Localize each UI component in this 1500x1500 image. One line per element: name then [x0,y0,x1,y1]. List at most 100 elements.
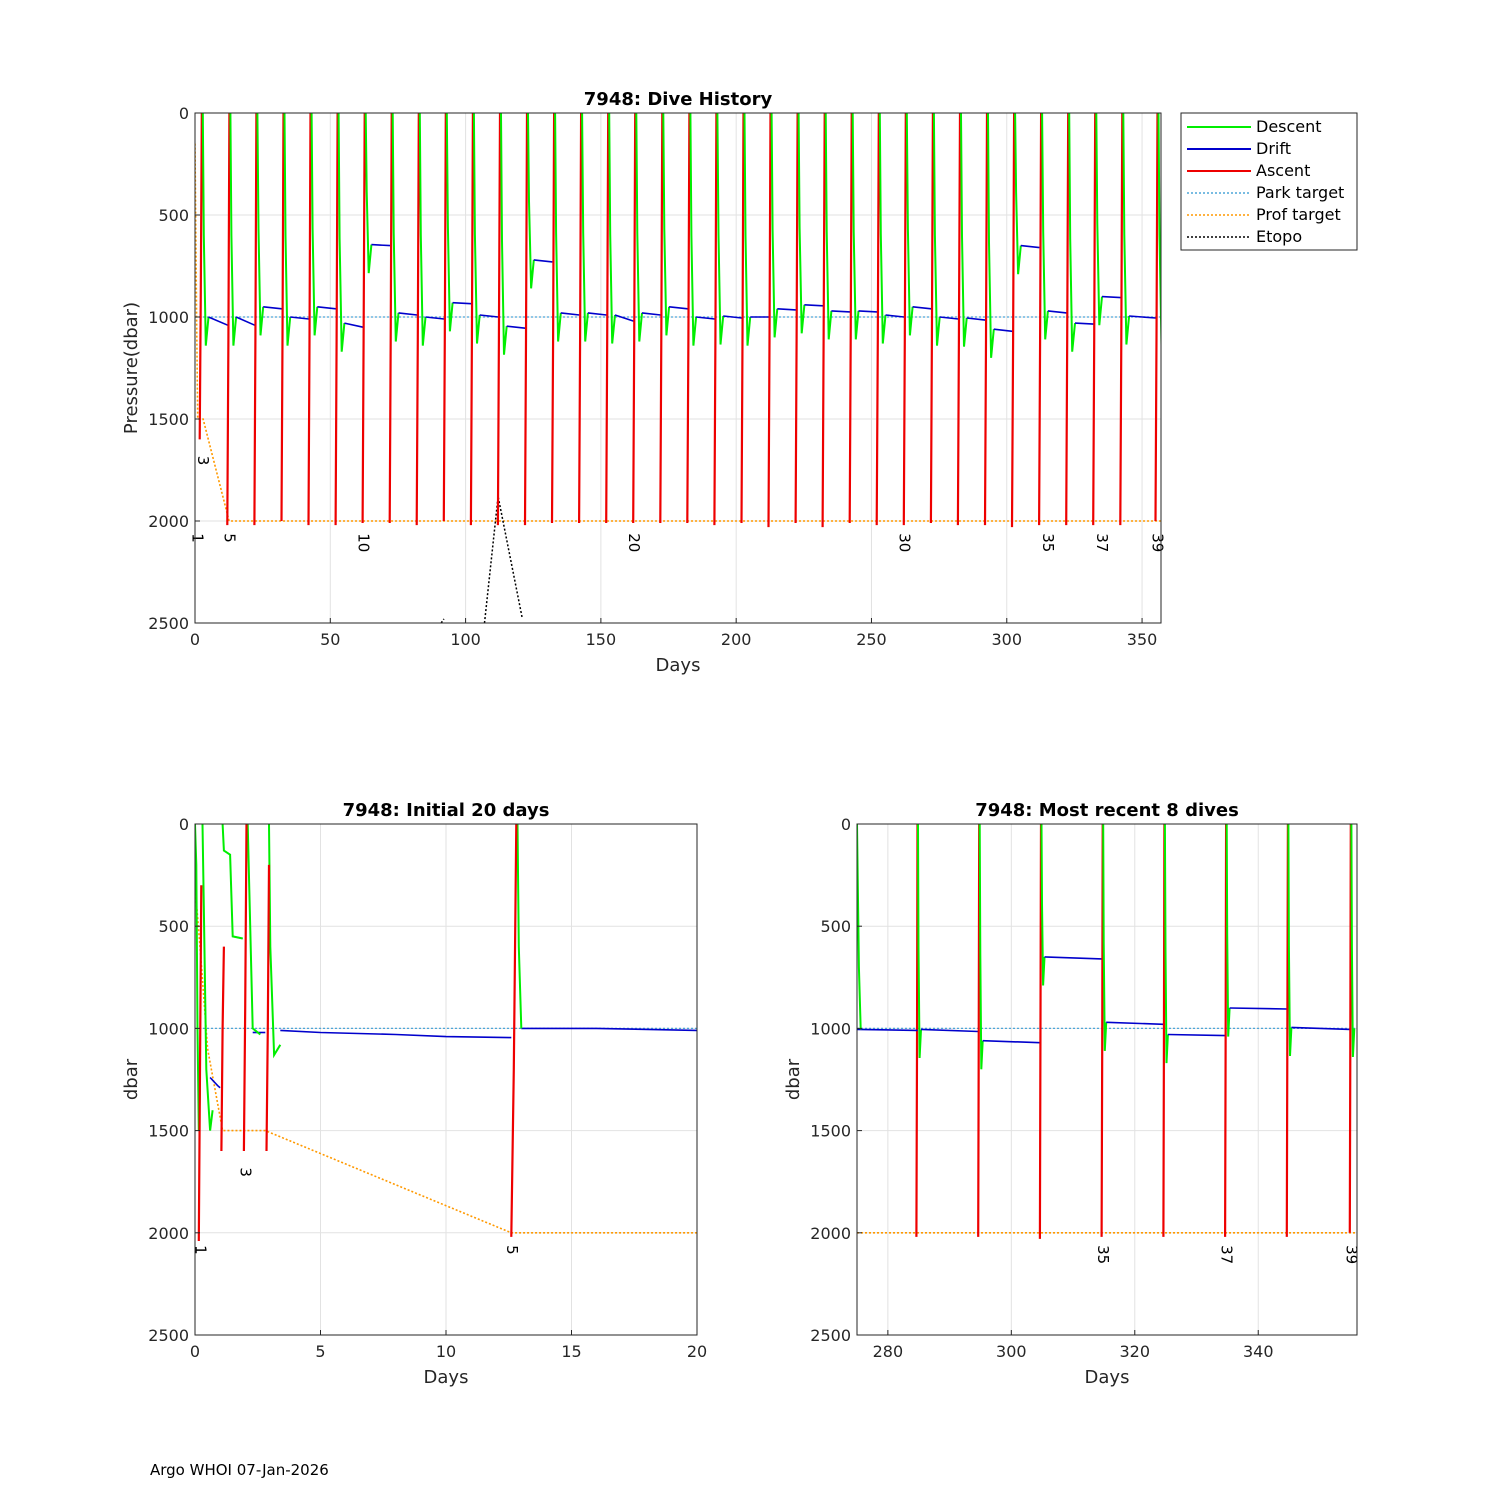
drift-segment [452,301,472,305]
x-axis-label: Days [424,1367,469,1388]
ascent-segment [1038,823,1043,1239]
ascent-segment [253,112,258,526]
y-tick-label: 2500 [148,614,189,633]
dive-history-chart: 135 10 20 30 35 37 390 50 100 150 200 250 300 3500500… [121,89,1166,676]
ascent-segment [197,885,203,1242]
descent-segment [978,823,984,1070]
drift-segment [1020,244,1040,249]
drift-segment [1291,1026,1351,1031]
descent-segment [472,112,481,344]
y-tick-label: 1000 [810,1019,851,1038]
descent-segment [1350,823,1356,1058]
legend-park-target-label: Park target [1256,183,1344,202]
descent-segment [500,112,508,355]
drift-segment [235,316,256,326]
descent-segment [1014,112,1022,275]
cycle-label: 37 [1093,533,1111,552]
ascent-segment [280,112,285,522]
descent-segment [283,112,292,346]
cycle-label: 3 [194,456,212,466]
cycle-label: 35 [1094,1245,1112,1264]
descent-segment [256,112,265,336]
plot-area [195,113,1161,623]
descent-segment [1095,112,1103,326]
drift-segment [723,315,742,319]
ascent-segment [1223,823,1228,1237]
x-tick-label: 5 [315,1342,325,1361]
y-tick-label: 1000 [148,1019,189,1038]
descent-segment [1287,823,1293,1057]
descent-segment [1225,823,1231,1037]
drift-segment [1106,1021,1164,1026]
ascent-segment [496,112,502,526]
x-tick-label: 150 [586,630,617,649]
legend: Descent Drift Ascent Park target Prof target… [1180,112,1358,251]
axes-box [856,823,1358,1336]
ascent-segment [510,823,518,1237]
x-tick-label: 15 [561,1342,581,1361]
drift-segment [858,310,878,313]
ascent-segment [1037,112,1043,526]
ascent-segment [242,823,248,1152]
x-tick-label: 0 [190,1342,200,1361]
ascent-segment [977,823,981,1237]
drift-segment [939,316,959,320]
drift-segment [209,1076,221,1089]
plot-area [857,824,1357,1335]
legend-box [1180,112,1358,251]
x-axis-label: Days [1085,1367,1130,1388]
cycle-label: 5 [503,1245,521,1255]
drift-segment [1101,295,1121,299]
cycle-label: 3 [237,1167,255,1177]
recent-8-dives-chart: 35 37 39 280 300 320 340 0 500 1000 1500 2000 2500 79… [783,800,1360,1388]
drift-segment [993,328,1013,333]
drift-segment [521,1027,697,1032]
drift-segment [533,259,553,263]
ascent-segment [307,112,312,526]
ascent-segment [767,112,772,528]
y-tick-label: 2500 [810,1326,851,1345]
y-tick-label: 500 [158,206,189,225]
ascent-segment [577,112,583,524]
drift-segment [777,308,796,311]
drift-segment [506,325,526,329]
chart-title: 7948: Most recent 8 dives [975,800,1239,821]
descent-segment [878,112,887,344]
drift-segment [857,1028,918,1032]
descent-segment [1163,823,1169,1064]
descent-segment [229,112,238,346]
descent-segment [917,823,922,1059]
descent-segment [743,112,752,346]
ascent-segment [523,112,529,526]
y-axis-label: dbar [783,1058,804,1100]
cycle-label: 10 [354,533,372,552]
drift-segment [290,316,309,320]
descent-segment [445,112,454,332]
ascent-segment [605,112,610,524]
descent-segment [770,112,779,338]
drift-segment [560,312,580,316]
drift-segment [885,314,905,318]
x-tick-label: 250 [856,630,887,649]
prof-target-line [195,143,1161,522]
ascent-segment [442,112,447,522]
ascent-segment [1092,112,1097,526]
descent-segment [987,112,995,358]
ascent-segment [226,112,231,526]
ascent-segment [929,112,935,524]
y-tick-label: 2000 [148,1224,189,1243]
descent-segment [221,823,243,940]
ascent-segment [713,112,718,526]
y-tick-label: 500 [158,917,189,936]
y-tick-label: 2000 [148,512,189,531]
ascent-segment [686,112,691,524]
legend-prof-target-label: Prof target [1256,205,1341,224]
descent-segment [391,112,400,342]
chart-title: 7948: Dive History [584,89,773,110]
descent-segment [689,112,698,346]
cycle-label: 5 [221,533,239,543]
ascent-segment [659,112,664,524]
descent-segment [364,112,373,274]
drift-segment [831,310,851,313]
